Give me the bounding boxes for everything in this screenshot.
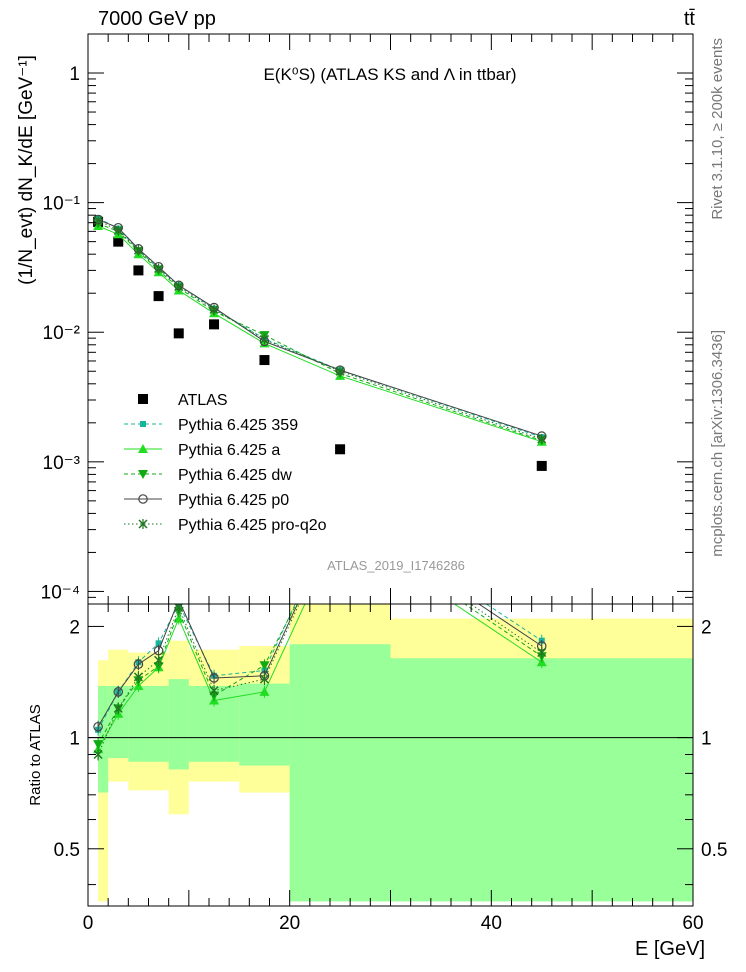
ratio-point bbox=[259, 661, 270, 671]
axes-layer: 110⁻¹10⁻²10⁻³10⁻⁴0.5 0.51 12 20 20 40 60 bbox=[41, 33, 727, 934]
legend-marker bbox=[138, 519, 148, 529]
data-point bbox=[536, 460, 547, 471]
ratio-series-clip bbox=[93, 604, 547, 761]
analysis-watermark: ATLAS_2019_I1746286 bbox=[327, 558, 465, 573]
ratio-point bbox=[259, 674, 269, 685]
ratio-ytick-label-right: 1 bbox=[701, 729, 712, 750]
data-point bbox=[537, 434, 547, 445]
legend-label: Pythia 6.425 pro-q2o bbox=[178, 517, 327, 534]
energy-label: 7000 GeV pp bbox=[98, 8, 216, 30]
ratio-point bbox=[537, 647, 547, 658]
ratio-point bbox=[209, 685, 219, 696]
ratio-point bbox=[153, 662, 164, 672]
data-point bbox=[154, 263, 164, 274]
ratio-series-layer bbox=[93, 604, 547, 761]
data-point bbox=[259, 334, 269, 345]
band-green-2 bbox=[128, 685, 169, 762]
main-ytick-label: 10⁻¹ bbox=[43, 194, 81, 215]
main-ytick-label: 10⁻³ bbox=[43, 453, 81, 474]
xtick-label: 60 bbox=[682, 913, 703, 934]
legend-label: Pythia 6.425 a bbox=[178, 442, 280, 459]
data-point bbox=[335, 444, 346, 455]
data-point bbox=[209, 319, 220, 330]
data-point bbox=[174, 281, 184, 292]
data-point bbox=[153, 291, 164, 302]
main-series-layer bbox=[93, 214, 547, 471]
main-ytick-label: 1 bbox=[69, 64, 80, 85]
ratio-line-3 bbox=[97, 604, 543, 728]
mcplots-text: mcplots.cern.ch [arXiv:1306.3436] bbox=[709, 330, 726, 557]
band-green-1 bbox=[108, 685, 129, 759]
band-green-3 bbox=[168, 679, 189, 770]
rivet-version-text: Rivet 3.1.10, ≥ 200k events bbox=[709, 38, 726, 220]
xtick-label: 40 bbox=[481, 913, 502, 934]
data-point bbox=[173, 328, 184, 339]
process-label: tt̄ bbox=[684, 8, 696, 30]
ratio-ytick-label: 1 bbox=[69, 729, 80, 750]
data-point bbox=[113, 225, 123, 236]
data-point bbox=[133, 265, 144, 276]
legend-marker bbox=[138, 394, 148, 404]
legend-label: Pythia 6.425 p0 bbox=[178, 492, 289, 509]
xlabel: E [GeV] bbox=[635, 938, 705, 960]
ratio-point bbox=[113, 687, 124, 697]
legend-marker bbox=[138, 470, 148, 479]
main-ylabel: (1/N_evt) dN_K/dE [GeV⁻¹] bbox=[16, 55, 37, 285]
ratio-point bbox=[133, 659, 144, 670]
xtick-label: 20 bbox=[279, 913, 300, 934]
data-point bbox=[113, 236, 124, 247]
ratio-ytick-label-right: 0.5 bbox=[701, 840, 727, 861]
ratio-point bbox=[155, 640, 162, 647]
ratio-ytick-label: 2 bbox=[69, 617, 80, 638]
main-ytick-label: 10⁻⁴ bbox=[41, 582, 80, 603]
data-point bbox=[335, 366, 345, 377]
ratio-ytick-label: 0.5 bbox=[54, 840, 80, 861]
ratio-ylabel: Ratio to ATLAS bbox=[27, 704, 44, 805]
ratio-ytick-label-right: 2 bbox=[701, 617, 712, 638]
legend-label: Pythia 6.425 dw bbox=[178, 467, 292, 484]
ratio-point bbox=[209, 673, 219, 683]
band-green-6 bbox=[289, 644, 391, 902]
legend-marker bbox=[138, 444, 148, 453]
legend-label: Pythia 6.425 359 bbox=[178, 417, 298, 434]
ratio-point bbox=[93, 740, 104, 750]
band-green-7 bbox=[390, 658, 693, 902]
main-ytick-label: 10⁻² bbox=[43, 323, 81, 344]
xtick-label: 0 bbox=[83, 913, 94, 934]
ratio-point bbox=[259, 686, 270, 696]
ratio-point bbox=[113, 703, 123, 714]
ratio-point bbox=[93, 721, 103, 732]
plot-title: E(K⁰S) (ATLAS KS and Λ in ttbar) bbox=[263, 65, 516, 84]
band-green-0 bbox=[98, 685, 109, 793]
data-point bbox=[133, 245, 143, 256]
ratio-point bbox=[93, 749, 103, 760]
ratio-point bbox=[133, 671, 143, 682]
legend-marker bbox=[140, 421, 146, 427]
legend-label: ATLAS bbox=[178, 392, 228, 409]
ratio-line-2 bbox=[97, 604, 543, 745]
legend-marker bbox=[138, 494, 148, 504]
ratio-point bbox=[154, 655, 164, 666]
ratio-point bbox=[173, 613, 184, 623]
data-point bbox=[259, 355, 270, 366]
data-point bbox=[209, 304, 219, 315]
legend: ATLAS Pythia 6.425 359 Pythia 6.425 a Pythi… bbox=[124, 392, 327, 534]
